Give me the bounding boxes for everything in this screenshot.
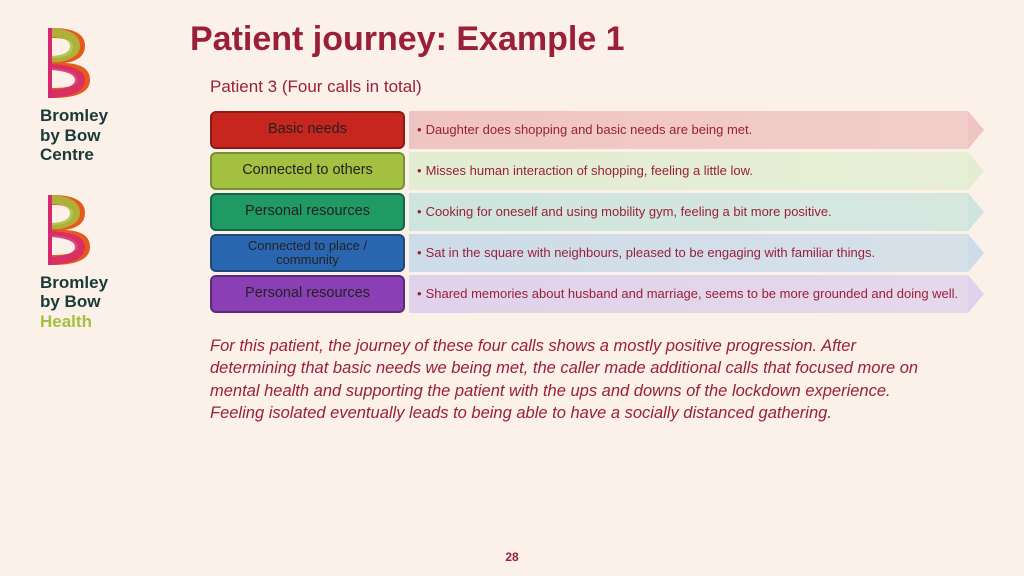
logo-b-icon (40, 28, 100, 98)
description-text: •Sat in the square with neighbours, plea… (409, 245, 895, 261)
sidebar: Bromley by Bow Centre Bromley by Bow Hea… (40, 28, 170, 361)
category-pill: Basic needs (210, 111, 405, 149)
description-arrow: •Sat in the square with neighbours, plea… (409, 234, 984, 272)
page-number: 28 (0, 550, 1024, 564)
description-text: •Cooking for oneself and using mobility … (409, 204, 852, 220)
main-content: Patient journey: Example 1 Patient 3 (Fo… (190, 20, 984, 424)
logo-block-centre: Bromley by Bow Centre (40, 28, 170, 165)
category-pill: Connected to others (210, 152, 405, 190)
org-line: Centre (40, 145, 170, 165)
org-line-accent: Health (40, 312, 170, 332)
description-arrow: •Cooking for oneself and using mobility … (409, 193, 984, 231)
description-arrow: •Daughter does shopping and basic needs … (409, 111, 984, 149)
description-text: •Misses human interaction of shopping, f… (409, 163, 773, 179)
org-line: by Bow (40, 126, 170, 146)
category-pill: Connected to place / community (210, 234, 405, 272)
journey-row: Connected to place / community•Sat in th… (210, 234, 984, 272)
journey-row: Personal resources•Cooking for oneself a… (210, 193, 984, 231)
description-text: •Shared memories about husband and marri… (409, 286, 978, 302)
arrow-head-icon (968, 193, 984, 231)
page-title: Patient journey: Example 1 (190, 20, 984, 59)
org-line: Bromley (40, 273, 170, 293)
arrow-head-icon (968, 111, 984, 149)
logo-b-icon (40, 195, 100, 265)
subtitle: Patient 3 (Four calls in total) (210, 77, 984, 97)
org-line: Bromley (40, 106, 170, 126)
org-line: by Bow (40, 292, 170, 312)
logo-text-health: Bromley by Bow Health (40, 273, 170, 332)
description-arrow: •Shared memories about husband and marri… (409, 275, 984, 313)
logo-text-centre: Bromley by Bow Centre (40, 106, 170, 165)
journey-rows: Basic needs•Daughter does shopping and b… (210, 111, 984, 313)
journey-row: Personal resources•Shared memories about… (210, 275, 984, 313)
arrow-head-icon (968, 152, 984, 190)
category-pill: Personal resources (210, 193, 405, 231)
description-arrow: •Misses human interaction of shopping, f… (409, 152, 984, 190)
category-pill: Personal resources (210, 275, 405, 313)
journey-row: Basic needs•Daughter does shopping and b… (210, 111, 984, 149)
logo-block-health: Bromley by Bow Health (40, 195, 170, 332)
description-text: •Daughter does shopping and basic needs … (409, 122, 772, 138)
summary-text: For this patient, the journey of these f… (210, 335, 930, 424)
journey-row: Connected to others•Misses human interac… (210, 152, 984, 190)
arrow-head-icon (968, 234, 984, 272)
